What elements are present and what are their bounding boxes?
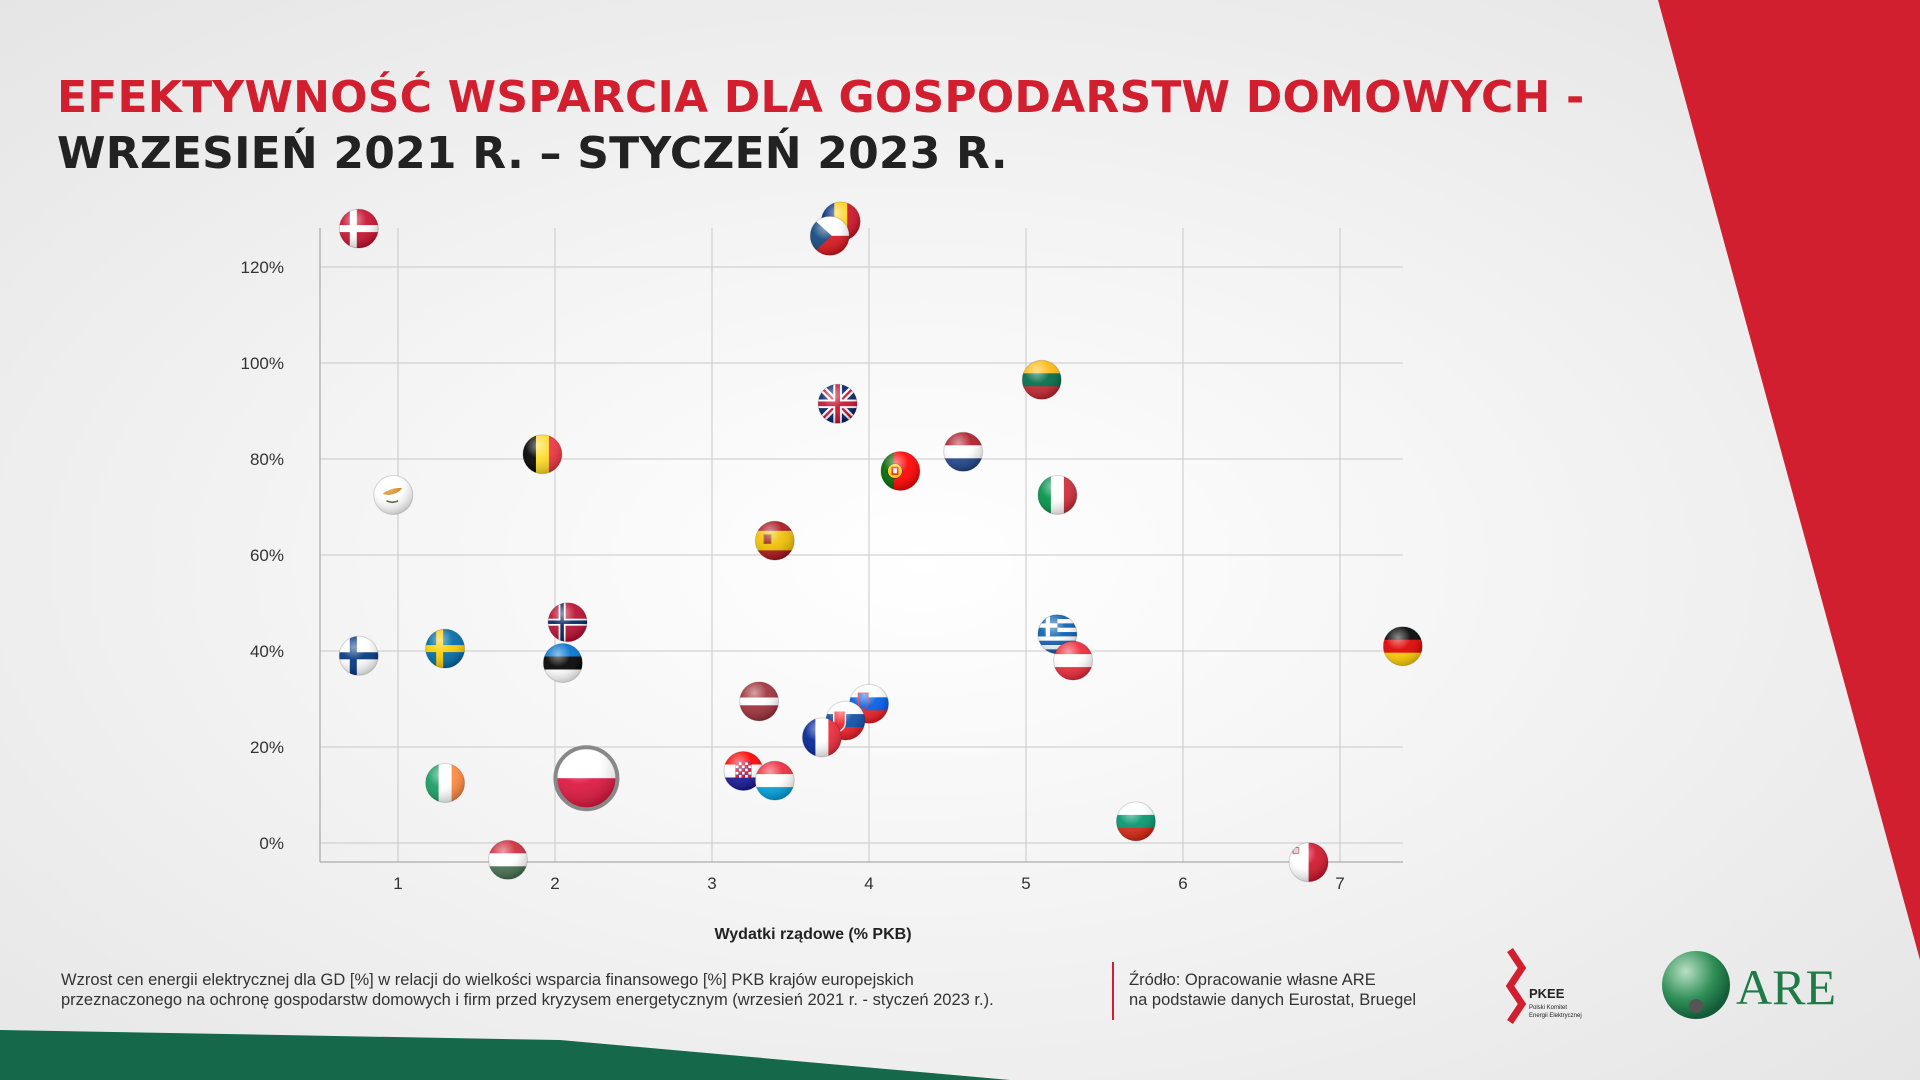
flag-marker-nl <box>943 431 984 472</box>
flag-marker-ie <box>425 763 466 803</box>
page-title-line2: WRZESIEŃ 2021 R. – STYCZEŃ 2023 R. <box>57 128 1008 179</box>
flag-marker-no <box>547 602 588 643</box>
y-tick-label: 120% <box>241 258 284 277</box>
flag-marker-gb <box>817 383 858 424</box>
footer-divider <box>1112 962 1114 1020</box>
source-line2: na podstawie danych Eurostat, Bruegel <box>1129 991 1417 1009</box>
flag-marker-lt <box>1021 359 1062 400</box>
chart-footnote: Wzrost cen energii elektrycznej dla GD [… <box>61 970 1111 1010</box>
pkee-logo: PKEE Polski Komitet Energii Elektrycznej <box>1505 948 1582 1024</box>
source-note: Źródło: Opracowanie własne ARE na podsta… <box>1129 970 1416 1010</box>
flag-marker-se <box>425 628 466 669</box>
flag-marker-fi <box>338 635 379 676</box>
flag-marker-si <box>849 683 889 724</box>
page-title-line1: EFEKTYWNOŚĆ WSPARCIA DLA GOSPODARSTW DOM… <box>57 72 1585 123</box>
x-tick-label: 3 <box>707 874 716 893</box>
flag-marker-mt <box>1288 842 1329 883</box>
y-tick-label: 40% <box>250 642 284 661</box>
chart-grid <box>320 228 1403 862</box>
x-tick-label: 1 <box>393 874 402 893</box>
flag-marker-pl <box>553 745 620 812</box>
flag-marker-lu <box>754 760 795 801</box>
flag-marker-fr <box>801 717 842 758</box>
flag-marker-hu <box>487 839 528 880</box>
y-tick-label: 100% <box>241 354 284 373</box>
are-name: ARE <box>1736 959 1836 1015</box>
flag-marker-lv <box>739 681 780 722</box>
flag-marker-es <box>754 520 795 561</box>
flag-marker-at <box>1053 640 1094 681</box>
pkee-mark-icon <box>1505 948 1527 1024</box>
are-dot-icon <box>1689 999 1703 1013</box>
footnote-line2: przeznaczonego na ochronę gospodarstw do… <box>61 991 994 1009</box>
x-tick-label: 2 <box>550 874 559 893</box>
chart-points <box>338 201 1423 883</box>
pkee-name: PKEE <box>1529 986 1565 1001</box>
flag-marker-dk <box>338 208 379 249</box>
flag-marker-be <box>522 434 563 475</box>
flag-marker-it <box>1037 475 1078 515</box>
x-tick-label: 4 <box>864 874 873 893</box>
flag-marker-hr <box>723 751 764 791</box>
are-globe-icon <box>1662 951 1730 1019</box>
flag-marker-pt <box>880 451 921 491</box>
pkee-sub1: Polski Komitet <box>1529 1005 1567 1011</box>
x-tick-label: 7 <box>1335 874 1344 893</box>
y-tick-label: 60% <box>250 546 284 565</box>
y-tick-label: 0% <box>259 834 284 853</box>
y-tick-label: 80% <box>250 450 284 469</box>
footnote-line1: Wzrost cen energii elektrycznej dla GD [… <box>61 971 914 989</box>
y-tick-label: 20% <box>250 738 284 757</box>
x-tick-label: 5 <box>1021 874 1030 893</box>
flag-marker-cy <box>373 475 414 515</box>
flag-marker-bg <box>1115 801 1156 842</box>
source-line1: Źródło: Opracowanie własne ARE <box>1129 971 1376 989</box>
flag-marker-ee <box>542 643 583 683</box>
chart-axes: 0% 20% 40% 60% 80% 100% 120% 1 2 3 4 5 6 7 <box>241 228 1403 893</box>
flag-marker-de <box>1382 626 1423 667</box>
x-tick-label: 6 <box>1178 874 1187 893</box>
pkee-sub2: Energii Elektrycznej <box>1529 1013 1582 1019</box>
are-logo: ARE <box>1662 951 1836 1019</box>
x-axis-label: Wydatki rządowe (% PKB) <box>714 926 911 943</box>
flag-marker-cz <box>809 215 850 256</box>
